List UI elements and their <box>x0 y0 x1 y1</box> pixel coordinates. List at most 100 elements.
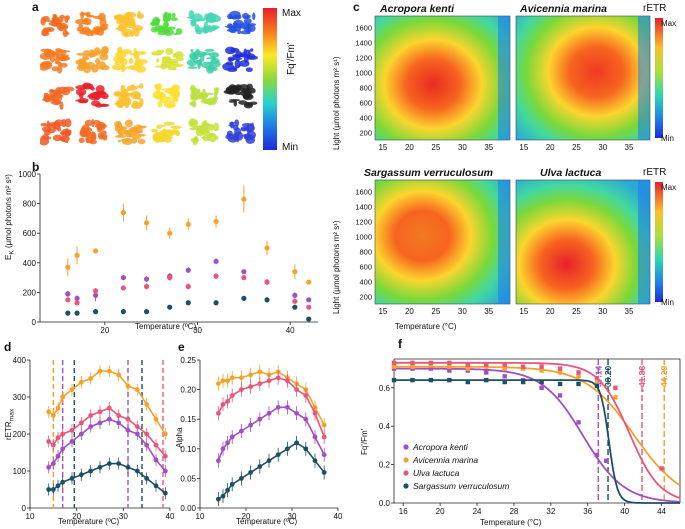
panel-c-title-3: Sargassum verruculosum <box>364 167 493 179</box>
data-point <box>60 446 66 452</box>
data-point <box>50 461 56 466</box>
data-point <box>264 279 270 285</box>
y-tick-label: 300 <box>13 393 27 402</box>
data-point <box>69 427 75 433</box>
y-tick-label: 600 <box>23 229 37 238</box>
x-tick-label: 28 <box>509 507 518 516</box>
light-tick-label: 800 <box>359 83 372 92</box>
data-point <box>134 468 140 474</box>
panel-d-label: d <box>4 340 12 354</box>
data-point <box>303 446 309 452</box>
panel-a-tile <box>149 11 183 36</box>
y-tick-label: 200 <box>13 430 27 439</box>
data-point <box>185 221 191 227</box>
data-point <box>502 379 507 385</box>
data-point <box>65 297 71 303</box>
data-point <box>502 362 507 367</box>
x-tick-label: 30 <box>288 512 297 521</box>
panel-a-tile <box>223 83 258 109</box>
data-point <box>97 464 103 470</box>
data-point <box>266 378 272 384</box>
panel-c-colorbar-title-top: rETR <box>643 3 667 14</box>
heatmap-1 <box>375 16 510 140</box>
threshold-label: - 38.20 <box>603 365 613 392</box>
threshold-label: - 44.29 <box>659 365 669 392</box>
data-point <box>93 292 99 298</box>
y-tick-label: 0.00 <box>180 504 196 513</box>
fit-curve <box>394 379 680 504</box>
heatmap-edge <box>498 180 510 304</box>
panel-d-xlabel: Temperature (ºC) <box>58 517 120 526</box>
y-tick-label: 0.25 <box>180 356 196 365</box>
data-point <box>167 230 173 236</box>
panel-f-label: f <box>398 337 402 351</box>
data-point <box>106 461 112 466</box>
temp-tick-label: 30 <box>598 307 607 316</box>
panel-a-tile <box>40 48 71 74</box>
temp-tick-label: 15 <box>378 143 387 152</box>
panel-a-tile <box>113 83 144 109</box>
threshold-label: - 41.88 <box>637 365 647 392</box>
panel-a-tile <box>113 11 144 38</box>
panel-e-ylabel: Alpha <box>175 427 184 448</box>
x-tick-label: 20 <box>436 507 445 516</box>
data-point <box>144 431 150 437</box>
data-point <box>576 374 581 379</box>
data-point <box>239 476 244 481</box>
legend-label: Acropora kenti <box>412 442 469 452</box>
data-point <box>275 375 281 381</box>
data-point <box>248 422 253 428</box>
data-point <box>143 276 150 282</box>
data-point <box>410 360 415 366</box>
panel-a-colorbar-title: Fq'/Fm' <box>286 42 297 75</box>
data-point <box>46 409 52 415</box>
panel-b-ylabel: EK (µmol photons m² s¹) <box>4 174 16 260</box>
data-point <box>153 483 159 489</box>
temp-tick-label: 25 <box>572 307 581 316</box>
panel-e-xlabel: Temperature (ºC) <box>236 517 298 526</box>
data-point <box>116 372 122 378</box>
panel-a-images <box>40 9 259 146</box>
panel-a-label: a <box>32 0 39 14</box>
data-point <box>410 364 415 369</box>
data-point <box>65 264 71 270</box>
temp-tick-label: 25 <box>431 143 440 152</box>
panel-a-tile <box>222 46 259 73</box>
data-point <box>248 372 253 378</box>
fit-curve <box>394 365 681 487</box>
panel-c-title-2: Avicennia marina <box>520 3 607 15</box>
data-point <box>410 377 415 383</box>
data-point <box>557 393 563 398</box>
y-tick-label: 0.15 <box>180 415 196 424</box>
data-point <box>225 399 230 404</box>
data-point <box>264 297 270 303</box>
panel-c-title-4: Ulva lactuca <box>540 167 602 179</box>
data-point <box>74 300 80 306</box>
x-tick-label: 30 <box>119 512 128 521</box>
data-point <box>65 310 71 316</box>
data-point <box>312 410 318 416</box>
data-point <box>216 381 221 387</box>
data-point <box>106 416 112 422</box>
panel-a-tile <box>189 84 220 108</box>
panel-a-tile <box>75 45 110 74</box>
data-point <box>484 362 489 367</box>
heatmap-edge <box>498 16 510 140</box>
data-point <box>213 258 219 264</box>
fit-curve <box>394 361 681 499</box>
panel-a-tile <box>188 118 220 146</box>
data-point <box>50 413 56 418</box>
data-point <box>125 383 131 389</box>
data-point <box>248 470 253 475</box>
data-point <box>275 404 281 410</box>
light-tick-label: 1200 <box>355 53 372 62</box>
data-point <box>46 487 52 492</box>
data-point <box>613 385 618 390</box>
data-point <box>312 434 318 440</box>
data-point <box>144 476 150 481</box>
data-point <box>144 442 150 448</box>
data-point <box>484 370 489 375</box>
light-tick-label: 1600 <box>355 187 372 196</box>
data-point <box>502 374 507 379</box>
